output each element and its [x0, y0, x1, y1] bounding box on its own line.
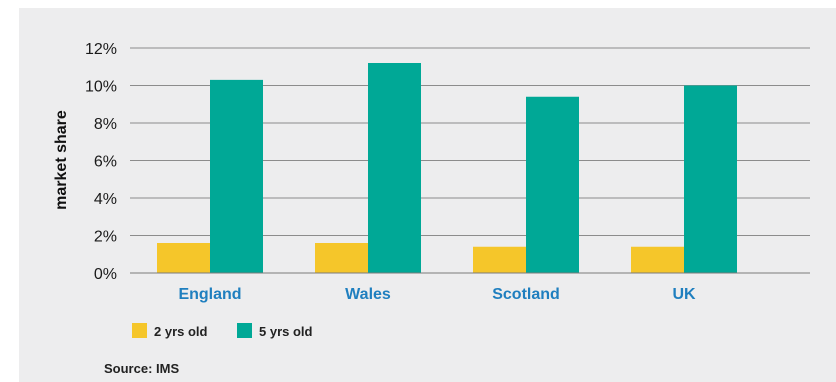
- bar-wales-2-yrs-old: [315, 243, 368, 273]
- bar-england-5-yrs-old: [210, 79, 263, 273]
- source-note: Source: IMS: [104, 361, 179, 376]
- y-tick-label: 0%: [94, 266, 117, 283]
- x-axis-categories: England Wales Scotland UK: [178, 286, 696, 303]
- bar-scotland-2-yrs-old: [473, 246, 526, 273]
- x-category-label: Wales: [345, 286, 391, 303]
- legend-label: 2 yrs old: [154, 324, 208, 339]
- bar-uk-2-yrs-old: [631, 246, 684, 273]
- y-tick-label: 2%: [94, 229, 117, 246]
- legend-swatch: [132, 323, 147, 338]
- bar-wales-5-yrs-old: [368, 63, 421, 273]
- legend-label: 5 yrs old: [259, 324, 313, 339]
- bar-uk-5-yrs-old: [684, 85, 737, 273]
- legend-swatch: [237, 323, 252, 338]
- y-axis-label: market share: [53, 110, 70, 210]
- bar-scotland-5-yrs-old: [526, 96, 579, 273]
- y-tick-label: 6%: [94, 154, 117, 171]
- y-axis-ticks: 0% 2% 4% 6% 8% 10% 12%: [85, 41, 117, 283]
- legend: 2 yrs old 5 yrs old: [132, 323, 313, 339]
- x-category-label: England: [178, 286, 241, 303]
- x-category-label: UK: [672, 286, 696, 303]
- y-tick-label: 8%: [94, 116, 117, 133]
- y-tick-label: 10%: [85, 79, 117, 96]
- bars: [157, 63, 737, 273]
- bar-england-2-yrs-old: [157, 243, 210, 273]
- y-tick-label: 12%: [85, 41, 117, 58]
- x-category-label: Scotland: [492, 286, 560, 303]
- y-tick-label: 4%: [94, 191, 117, 208]
